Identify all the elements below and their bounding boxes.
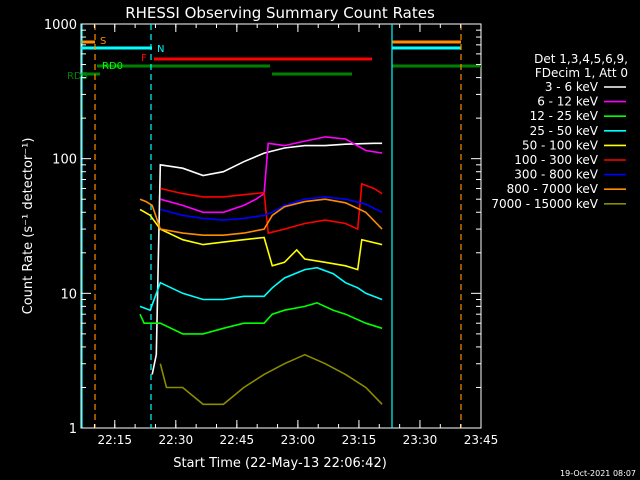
series-line-2 [139,301,383,335]
series-line-1 [160,136,383,214]
legend-entry-label: 3 - 6 keV [545,80,599,94]
flag-label-s: S [100,36,106,47]
series-group [139,136,383,406]
legend-entry-label: 300 - 800 keV [514,168,598,182]
flag-label-n: N [157,44,164,55]
legend-entry-label: 100 - 300 keV [514,153,598,167]
series-line-8 [159,353,383,406]
y-axis-label: Count Rate (s⁻¹ detector⁻¹) [21,138,36,315]
y-tick-label: 100 [52,153,77,168]
legend-entry-label: 12 - 25 keV [530,109,599,123]
legend-entry-label: 25 - 50 keV [530,124,599,138]
timestamp-label: 19-Oct-2021 08:07 [560,469,636,478]
flag-label-rds: RDS [67,71,88,82]
plot-frame [80,23,482,429]
x-tick-label: 22:45 [220,433,255,447]
series-line-6 [160,196,383,221]
x-tick-label: 23:15 [342,433,377,447]
x-tick-label: 23:45 [464,433,499,447]
series-line-4 [139,208,383,271]
legend-entry-label: 7000 - 15000 keV [491,197,598,211]
legend-header-line: Det 1,3,4,5,6,9, [534,52,628,66]
y-tick-label: 1000 [44,18,77,33]
series-line-0 [151,142,383,375]
flag-label-rd0: RD0 [102,61,123,72]
x-tick-label: 22:30 [159,433,194,447]
axes-group: 22:15 22:30 22:45 23:00 23:15 23:30 23:45 1 10 10… [44,18,498,447]
chart-title: RHESSI Observing Summary Count Rates [125,4,435,22]
y-tick-label: 10 [60,287,77,302]
x-tick-label: 23:00 [281,433,316,447]
flag-label-f: F [141,53,147,64]
series-line-3 [139,266,383,312]
legend-entry-label: 800 - 7000 keV [507,182,599,196]
y-tick-label: 1 [69,422,77,437]
x-tick-label: 23:30 [403,433,438,447]
x-tick-label: 22:15 [97,433,132,447]
series-line-5 [160,182,383,235]
legend: Det 1,3,4,5,6,9,FDecim 1, Att 03 - 6 keV… [491,52,628,211]
legend-header-line: FDecim 1, Att 0 [535,66,628,80]
x-axis-label: Start Time (22-May-13 22:06:42) [173,456,387,471]
flag-bars: S NF RD0 RDS [67,24,481,428]
series-line-7 [139,198,383,236]
legend-entry-label: 50 - 100 keV [522,138,599,152]
legend-entry-label: 6 - 12 keV [537,95,599,109]
